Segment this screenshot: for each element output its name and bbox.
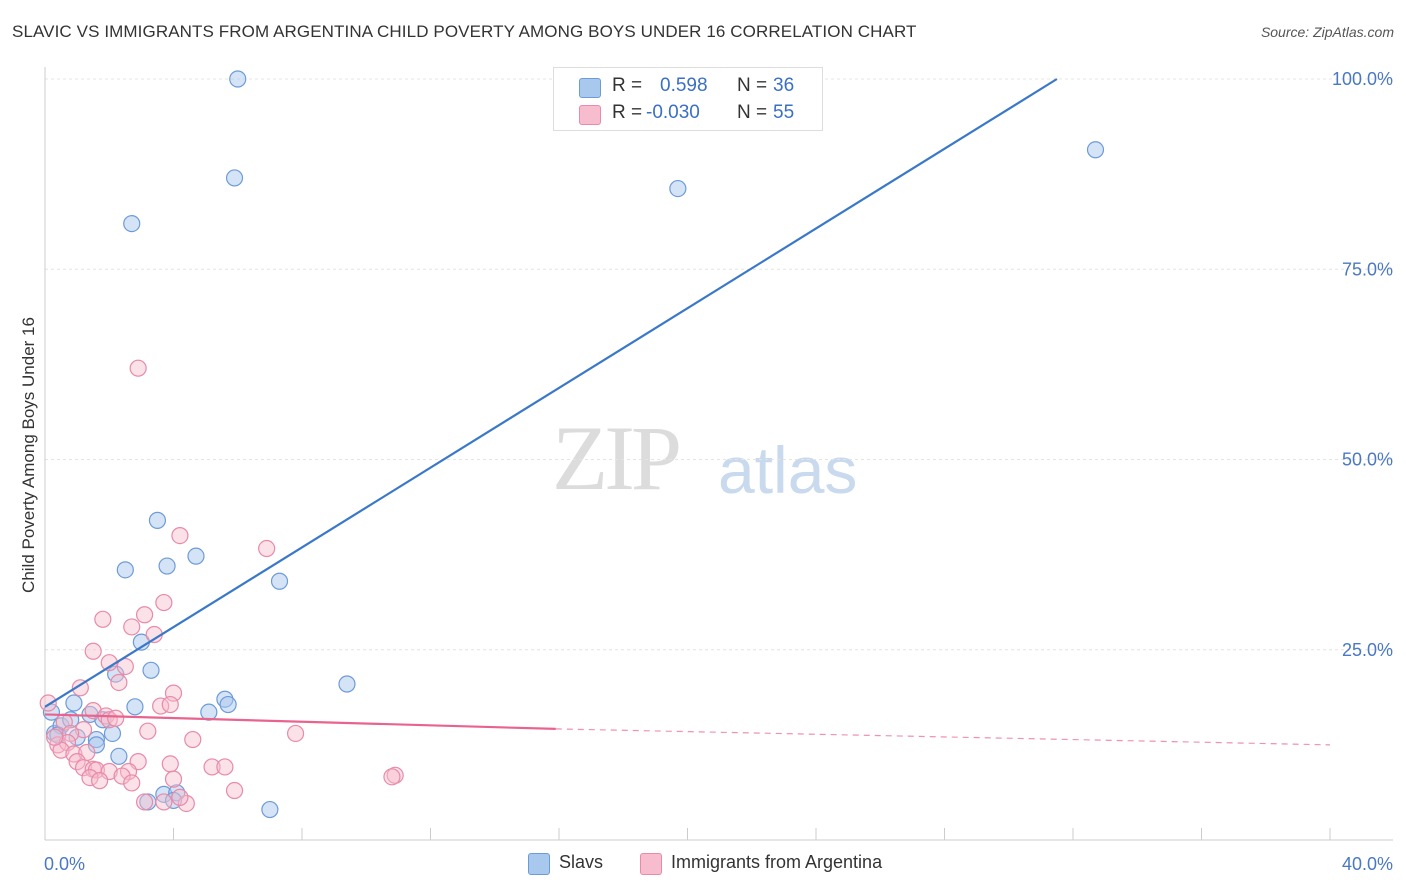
argentina-point bbox=[116, 657, 134, 676]
legend-slavs-n: 36 bbox=[773, 75, 795, 96]
slavs-point bbox=[338, 675, 356, 693]
argentina-point bbox=[62, 724, 80, 743]
slavs-swatch bbox=[579, 78, 601, 98]
slavs-point bbox=[142, 661, 160, 679]
argentina-point bbox=[216, 758, 234, 776]
slavs-point bbox=[42, 703, 61, 721]
slavs-point bbox=[229, 70, 247, 88]
grid-lines bbox=[45, 78, 1393, 651]
legend-r-label: R = bbox=[612, 75, 643, 96]
argentina-point bbox=[286, 724, 305, 743]
argentina-point bbox=[74, 721, 93, 739]
argentina-legend-label: Immigrants from Argentina bbox=[671, 852, 883, 872]
argentina-point bbox=[39, 694, 57, 712]
argentina-point bbox=[139, 722, 157, 740]
slavs-point bbox=[158, 557, 176, 575]
y-tick-label: 50.0% bbox=[1342, 450, 1393, 470]
argentina-point bbox=[171, 526, 189, 545]
argentina-point bbox=[184, 730, 202, 749]
argentina-point bbox=[177, 794, 195, 813]
y-axis-label: Child Poverty Among Boys Under 16 bbox=[19, 317, 38, 593]
argentina-point bbox=[46, 728, 64, 746]
x-tick-label: 40.0% bbox=[1342, 854, 1393, 874]
argentina-point bbox=[71, 679, 89, 697]
axes bbox=[44, 67, 1393, 841]
argentina-point bbox=[203, 758, 221, 776]
slavs-points bbox=[42, 70, 1105, 819]
legend-n-label: N = bbox=[737, 75, 768, 96]
correlation-legend: R = 0.598 N = 36 R = -0.030 N = 55 bbox=[553, 67, 823, 131]
y-tick-label: 25.0% bbox=[1342, 640, 1393, 660]
argentina-point bbox=[135, 793, 154, 811]
argentina-point bbox=[161, 755, 179, 773]
argentina-point bbox=[94, 610, 112, 628]
argentina-point bbox=[123, 618, 141, 636]
slavs-point bbox=[148, 511, 167, 529]
slavs-point bbox=[1086, 141, 1105, 159]
argentina-trendline bbox=[44, 713, 556, 730]
chart-source: Source: ZipAtlas.com bbox=[1260, 24, 1394, 40]
legend-n-label: N = bbox=[737, 102, 768, 123]
argentina-point bbox=[161, 695, 179, 714]
argentina-point bbox=[110, 673, 128, 692]
slavs-point bbox=[126, 698, 144, 716]
slavs-trendline bbox=[44, 78, 1058, 708]
argentina-point bbox=[155, 593, 173, 612]
argentina-trendline-extension bbox=[555, 728, 1331, 746]
legend-argentina-n: 55 bbox=[773, 102, 795, 123]
y-tick-label: 75.0% bbox=[1342, 259, 1393, 279]
argentina-point bbox=[113, 767, 131, 785]
argentina-point bbox=[91, 772, 109, 790]
slavs-point bbox=[200, 703, 218, 721]
argentina-point bbox=[383, 768, 401, 786]
slavs-point bbox=[110, 747, 128, 765]
chart-title: SLAVIC VS IMMIGRANTS FROM ARGENTINA CHIL… bbox=[12, 22, 917, 41]
argentina-point bbox=[107, 709, 125, 727]
x-tick-label: 0.0% bbox=[44, 854, 85, 874]
argentina-point bbox=[135, 606, 154, 624]
slavs-point bbox=[270, 572, 289, 590]
slavs-point bbox=[219, 695, 237, 714]
argentina-point bbox=[68, 753, 86, 771]
slavs-legend-label: Slavs bbox=[559, 852, 604, 872]
slavs-point bbox=[65, 694, 83, 712]
argentina-point bbox=[164, 770, 183, 788]
argentina-point bbox=[129, 359, 147, 377]
slavs-point bbox=[116, 561, 134, 579]
watermark-atlas: atlas bbox=[718, 433, 858, 507]
tick-labels: 25.0% 50.0% 75.0% 100.0% 0.0% 40.0% bbox=[44, 69, 1393, 874]
argentina-point bbox=[123, 774, 141, 792]
slavs-point bbox=[123, 214, 141, 233]
trendlines bbox=[44, 78, 1331, 746]
y-tick-label: 100.0% bbox=[1332, 69, 1393, 89]
argentina-point bbox=[258, 539, 276, 558]
argentina-swatch bbox=[579, 105, 601, 125]
slavs-legend-swatch bbox=[528, 853, 550, 875]
legend-argentina-r: -0.030 bbox=[646, 102, 700, 123]
argentina-point bbox=[171, 788, 189, 806]
argentina-point bbox=[84, 642, 102, 660]
slavs-point bbox=[669, 179, 687, 198]
legend-row-slavs: R = 0.598 N = 36 bbox=[554, 75, 822, 101]
legend-r-label: R = bbox=[612, 102, 643, 123]
legend-slavs-r: 0.598 bbox=[660, 75, 708, 96]
watermark-zip: ZIP bbox=[552, 407, 682, 509]
slavs-point bbox=[225, 169, 244, 187]
argentina-point bbox=[81, 768, 99, 787]
slavs-point bbox=[187, 547, 205, 565]
argentina-point bbox=[225, 781, 244, 800]
legend-row-argentina: R = -0.030 N = 55 bbox=[554, 102, 822, 128]
slavs-point bbox=[261, 800, 279, 819]
argentina-point bbox=[155, 793, 173, 811]
argentina-legend-swatch bbox=[640, 853, 662, 875]
